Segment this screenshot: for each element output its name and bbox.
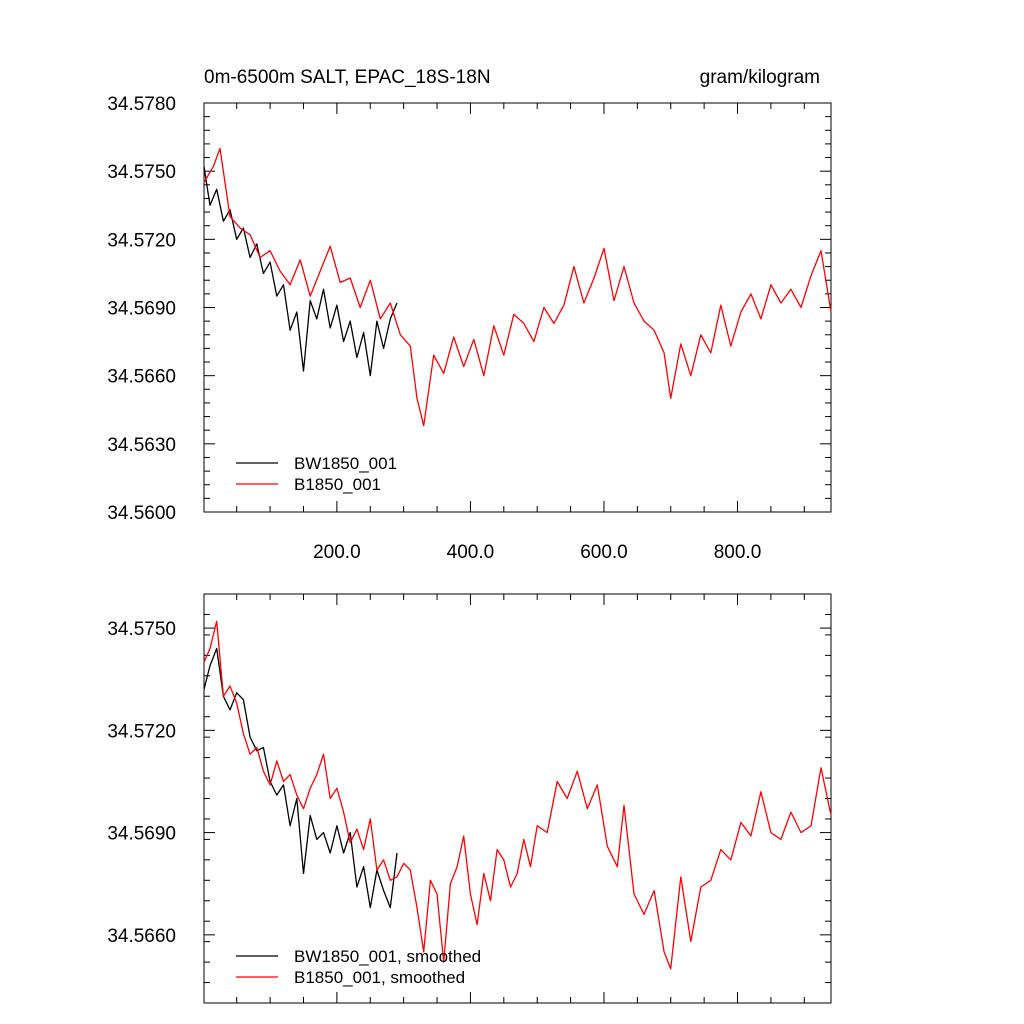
legend-label: BW1850_001, smoothed	[294, 947, 481, 966]
legend-label: B1850_001	[294, 475, 381, 494]
x-tick-label: 800.0	[714, 542, 762, 563]
series-line-b1850-001	[203, 147, 832, 427]
series-line-bw1850-001-smoothed	[203, 647, 398, 909]
legend-label: BW1850_001	[294, 454, 397, 473]
y-tick-label: 34.5600	[107, 503, 176, 524]
series-line-b1850-001-smoothed	[203, 620, 832, 970]
units-label: gram/kilogram	[700, 67, 820, 88]
legend-label: B1850_001, smoothed	[294, 968, 465, 987]
chart-title: 0m-6500m SALT, EPAC_18S-18N	[204, 67, 491, 88]
y-tick-label: 34.5660	[107, 926, 176, 947]
x-tick-label: 200.0	[313, 542, 361, 563]
top-panel: 0m-6500m SALT, EPAC_18S-18N gram/kilogra…	[107, 67, 832, 563]
x-tick-label: 400.0	[447, 542, 495, 563]
y-tick-label: 34.5690	[107, 824, 176, 845]
y-tick-label: 34.5660	[107, 367, 176, 388]
y-tick-label: 34.5750	[107, 162, 176, 183]
axis-ticks	[204, 102, 831, 513]
y-tick-label: 34.5690	[107, 299, 176, 320]
y-tick-label: 34.5720	[107, 230, 176, 251]
bottom-panel: 34.5660 34.5690 34.5720 34.5750 BW1850_001, …	[107, 593, 832, 1004]
y-tick-label: 34.5750	[107, 619, 176, 640]
y-tick-label: 34.5780	[107, 94, 176, 115]
y-tick-label: 34.5630	[107, 435, 176, 456]
series-line-bw1850-001	[203, 166, 398, 377]
y-tick-label: 34.5720	[107, 721, 176, 742]
x-tick-label: 600.0	[580, 542, 628, 563]
legend: BW1850_001 B1850_001	[236, 454, 397, 494]
plot-frame	[203, 102, 832, 513]
legend: BW1850_001, smoothed B1850_001, smoothed	[236, 947, 481, 987]
